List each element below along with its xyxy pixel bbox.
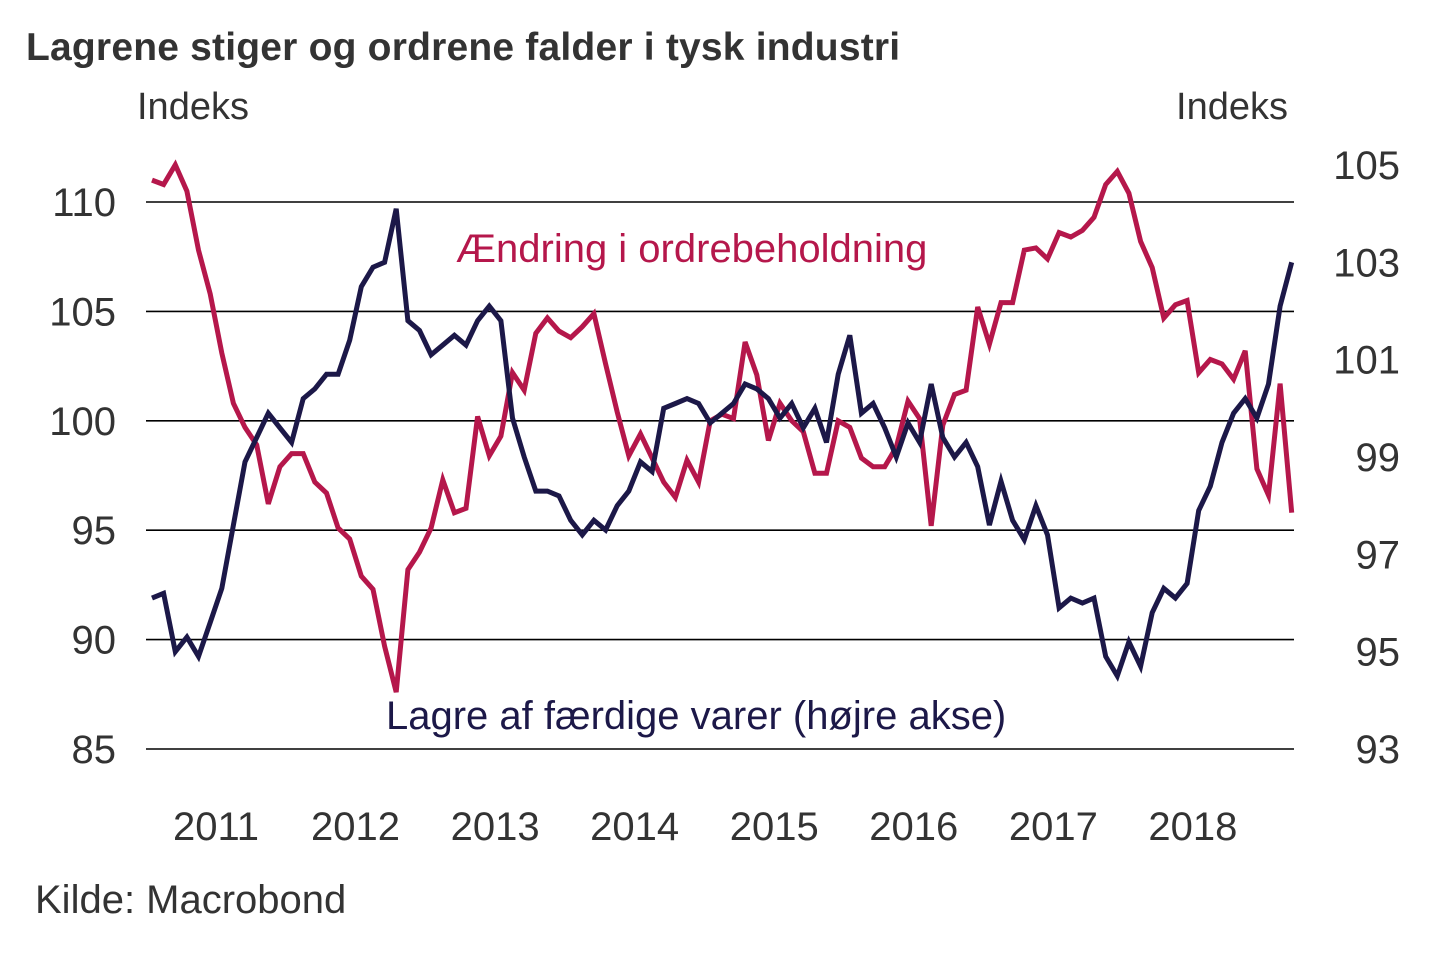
x-axis-tick-label: 2013 xyxy=(451,805,540,849)
right-axis-ticks: 105 103 101 99 97 95 93 xyxy=(1333,144,1400,772)
series-lines xyxy=(151,159,1295,693)
left-axis-tick-label: 110 xyxy=(52,181,116,225)
left-axis-tick-label: 100 xyxy=(49,400,116,444)
series-line-lagre xyxy=(151,208,1295,682)
right-axis-tick-label: 103 xyxy=(1333,241,1400,285)
x-axis-tick-label: 2017 xyxy=(1009,805,1098,849)
right-axis-tick-label: 95 xyxy=(1356,631,1401,675)
right-axis-tick-label: 99 xyxy=(1356,436,1401,480)
left-axis-unit-label: Indeks xyxy=(137,86,249,128)
x-axis-tick-label: 2011 xyxy=(173,805,259,849)
right-axis-tick-label: 97 xyxy=(1356,533,1401,577)
left-axis-tick-label: 95 xyxy=(72,509,117,553)
series-label-ordrebeholdning: Ændring i ordrebeholdning xyxy=(456,227,927,271)
source-note: Kilde: Macrobond xyxy=(35,878,347,922)
x-axis-tick-label: 2015 xyxy=(730,805,819,849)
left-axis-tick-label: 105 xyxy=(49,290,116,334)
x-axis-tick-label: 2014 xyxy=(590,805,679,849)
left-axis-tick-label: 85 xyxy=(72,728,117,772)
chart-title: Lagrene stiger og ordrene falder i tysk … xyxy=(26,26,901,69)
x-axis-tick-label: 2018 xyxy=(1148,805,1237,849)
right-axis-unit-label: Indeks xyxy=(1176,86,1288,128)
series-label-lagre: Lagre af færdige varer (højre akse) xyxy=(386,694,1006,738)
left-axis-tick-label: 90 xyxy=(72,619,117,663)
x-axis-ticks: 2011 2012 2013 2014 2015 2016 2017 2018 xyxy=(173,805,1237,849)
right-axis-tick-label: 101 xyxy=(1333,339,1400,383)
right-axis-tick-label: 105 xyxy=(1333,144,1400,188)
left-axis-ticks: 110 105 100 95 90 85 xyxy=(49,181,116,772)
right-axis-tick-label: 93 xyxy=(1356,728,1401,772)
x-axis-tick-label: 2012 xyxy=(311,805,400,849)
x-axis-tick-label: 2016 xyxy=(869,805,958,849)
